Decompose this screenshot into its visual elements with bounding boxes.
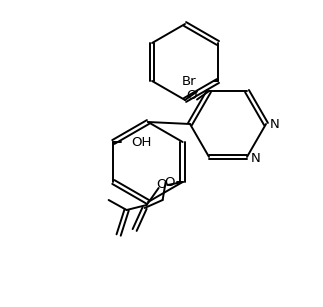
Text: N: N bbox=[251, 152, 261, 165]
Text: Br: Br bbox=[181, 75, 196, 87]
Text: O: O bbox=[156, 177, 167, 191]
Text: OH: OH bbox=[131, 135, 152, 149]
Text: O: O bbox=[186, 89, 196, 102]
Text: O: O bbox=[164, 176, 175, 188]
Text: N: N bbox=[270, 118, 280, 130]
